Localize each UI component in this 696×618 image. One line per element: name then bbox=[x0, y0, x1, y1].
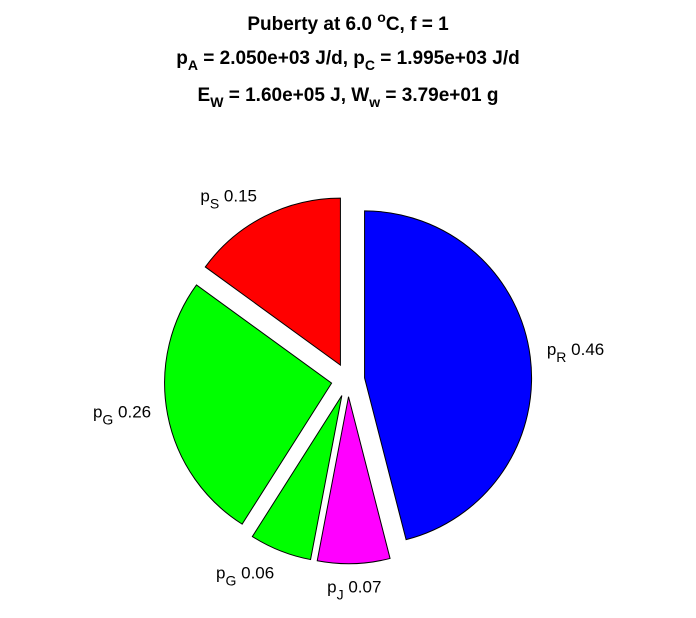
title-text: p bbox=[176, 48, 188, 69]
label-name: p bbox=[327, 577, 336, 596]
chart-title: pA = 2.050e+03 J/d, pC = 1.995e+03 J/d bbox=[176, 48, 519, 73]
pie-slice bbox=[164, 284, 333, 525]
chart-title: EW = 1.60e+05 J, Ww = 3.79e+01 g bbox=[198, 85, 499, 110]
title-text: = 1.60e+05 J, W bbox=[223, 85, 369, 106]
pie-slice bbox=[204, 197, 341, 367]
label-sub: J bbox=[337, 586, 344, 602]
label-name: p bbox=[216, 563, 225, 582]
label-name: p bbox=[200, 186, 209, 205]
title-sub: A bbox=[188, 57, 198, 73]
label-value: 0.26 bbox=[118, 403, 151, 422]
label-value: 0.07 bbox=[348, 577, 381, 596]
slice-label: pR 0.46 bbox=[547, 340, 604, 365]
slice-label: pG 0.06 bbox=[216, 563, 274, 588]
chart-title: Puberty at 6.0 oC, f = 1 bbox=[247, 9, 449, 35]
title-text: E bbox=[198, 85, 211, 106]
title-text: Puberty at 6.0 bbox=[247, 14, 377, 35]
label-sub: R bbox=[556, 349, 566, 365]
label-sub: G bbox=[102, 412, 113, 428]
pie-slice bbox=[316, 396, 391, 565]
title-sup: o bbox=[377, 9, 386, 25]
title-text: = 1.995e+03 J/d bbox=[375, 48, 520, 69]
slice-label: pG 0.26 bbox=[93, 403, 151, 428]
title-sub: W bbox=[210, 94, 224, 110]
label-value: 0.15 bbox=[224, 186, 257, 205]
title-text: C, f = 1 bbox=[386, 14, 449, 35]
label-sub: G bbox=[226, 572, 237, 588]
title-sub: w bbox=[368, 94, 380, 110]
title-text: = 2.050e+03 J/d, p bbox=[198, 48, 365, 69]
pie-slice bbox=[251, 395, 343, 561]
label-sub: S bbox=[210, 195, 219, 211]
slice-label: pJ 0.07 bbox=[327, 577, 381, 602]
title-sub: C bbox=[365, 57, 375, 73]
label-value: 0.46 bbox=[571, 340, 604, 359]
label-name: p bbox=[93, 403, 102, 422]
title-text: = 3.79e+01 g bbox=[380, 85, 498, 106]
slice-label: pS 0.15 bbox=[200, 186, 257, 211]
label-name: p bbox=[547, 340, 556, 359]
label-value: 0.06 bbox=[241, 563, 274, 582]
pie-slice bbox=[364, 210, 532, 541]
